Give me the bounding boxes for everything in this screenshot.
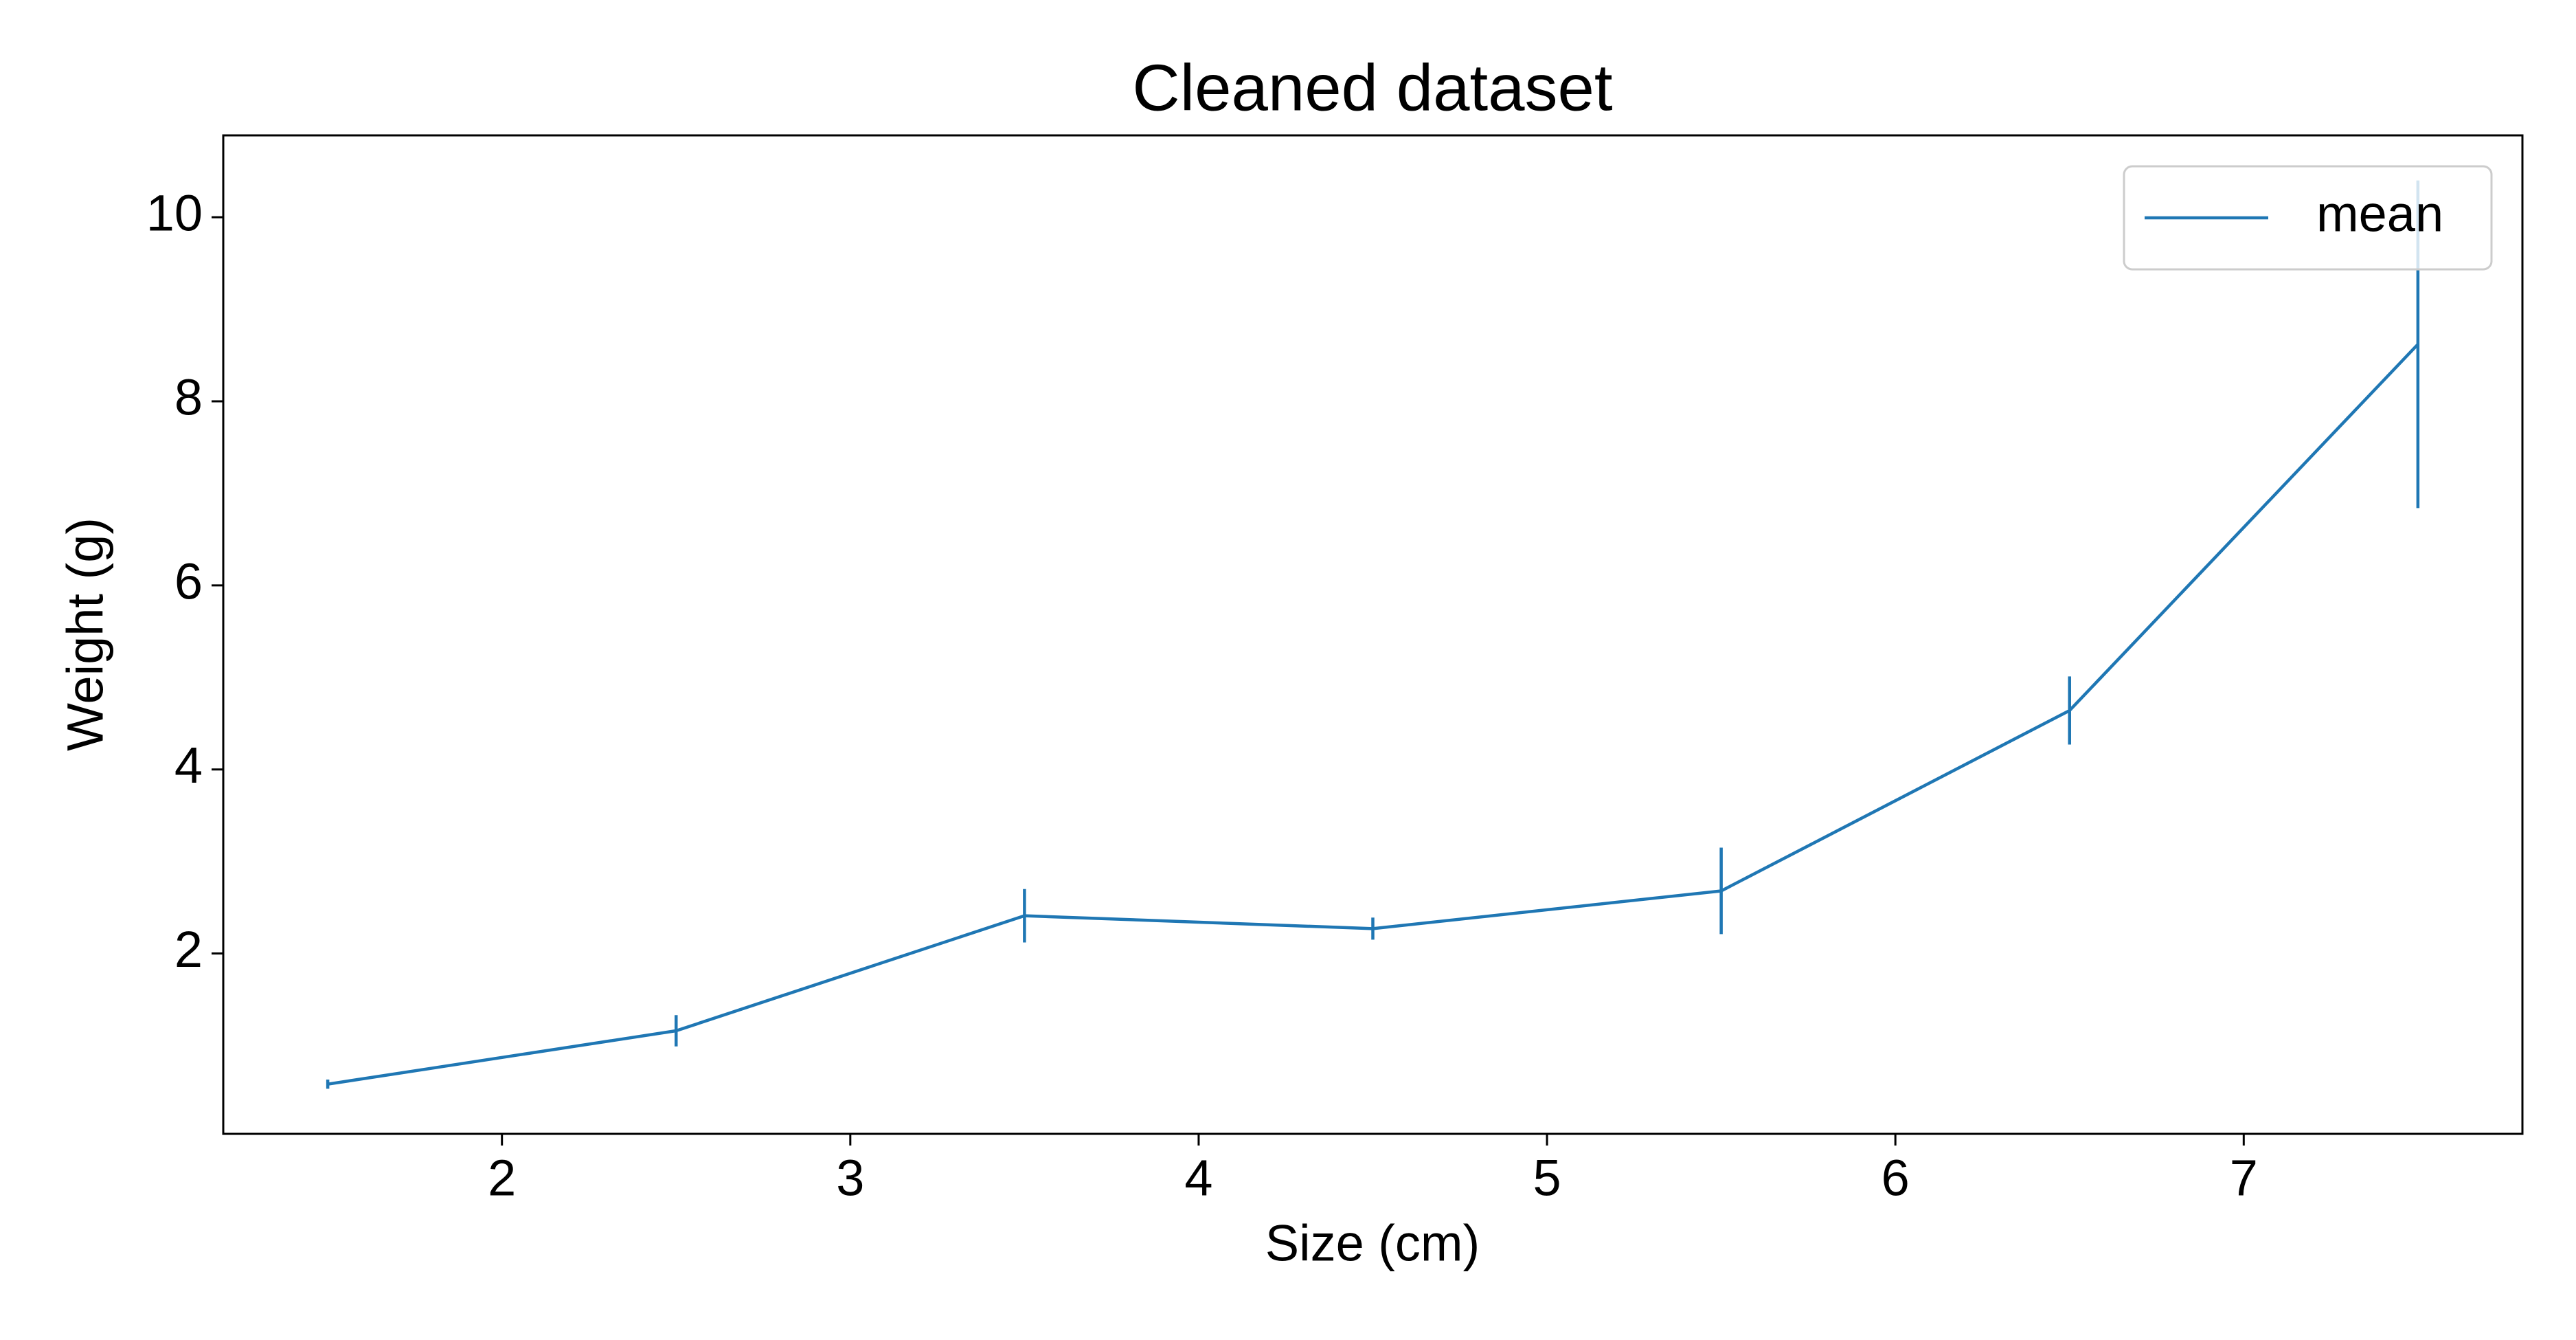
line <box>327 343 2419 1086</box>
y-tick-label: 6 <box>174 552 203 610</box>
x-tick-label: 4 <box>1184 1150 1212 1207</box>
y-axis-label: Weight (g) <box>57 517 114 751</box>
x-tick-label: 6 <box>1882 1150 1910 1207</box>
x-tick-label: 5 <box>1533 1150 1561 1207</box>
chart-title: Cleaned dataset <box>1132 51 1612 124</box>
x-tick-label: 3 <box>836 1150 864 1207</box>
x-axis-label: Size (cm) <box>1265 1215 1480 1272</box>
plot-frame <box>222 134 2524 1135</box>
y-tick-label: 8 <box>174 369 203 426</box>
x-tick-label: 7 <box>2230 1150 2258 1207</box>
y-tick-label: 4 <box>174 737 203 794</box>
legend-box <box>2123 165 2493 271</box>
legend-label: mean <box>2316 186 2443 243</box>
y-tick-label: 10 <box>146 185 203 242</box>
x-tick-label: 2 <box>488 1150 516 1207</box>
y-tick-label: 2 <box>174 921 203 978</box>
